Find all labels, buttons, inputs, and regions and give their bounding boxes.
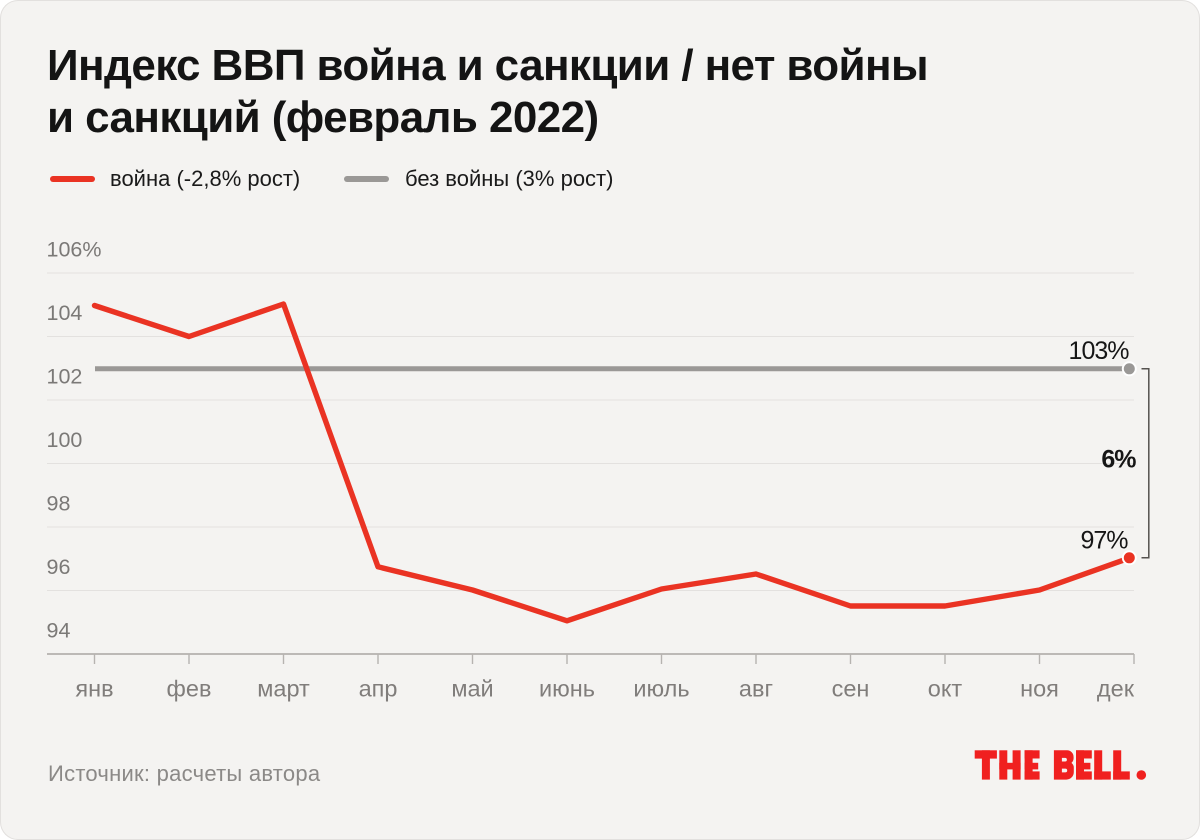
svg-text:6%: 6%: [1101, 446, 1136, 474]
svg-text:98: 98: [47, 492, 71, 516]
svg-text:97%: 97%: [1080, 527, 1128, 555]
svg-text:96: 96: [47, 555, 71, 579]
svg-text:100: 100: [47, 428, 83, 452]
svg-text:окт: окт: [928, 676, 963, 702]
svg-text:фев: фев: [167, 676, 212, 702]
svg-text:апр: апр: [359, 676, 398, 702]
svg-text:дек: дек: [1097, 676, 1135, 702]
svg-text:сен: сен: [832, 676, 870, 702]
svg-text:ноя: ноя: [1020, 676, 1059, 702]
svg-text:102: 102: [47, 365, 83, 389]
svg-text:янв: янв: [75, 676, 113, 702]
svg-text:май: май: [451, 676, 493, 702]
svg-text:94: 94: [47, 619, 71, 643]
svg-text:103%: 103%: [1069, 337, 1130, 365]
svg-text:106%: 106%: [47, 238, 102, 262]
svg-text:июль: июль: [633, 676, 689, 702]
svg-text:июнь: июнь: [539, 676, 595, 702]
svg-text:март: март: [257, 676, 310, 702]
svg-text:104: 104: [47, 301, 83, 325]
svg-text:авг: авг: [739, 676, 773, 702]
